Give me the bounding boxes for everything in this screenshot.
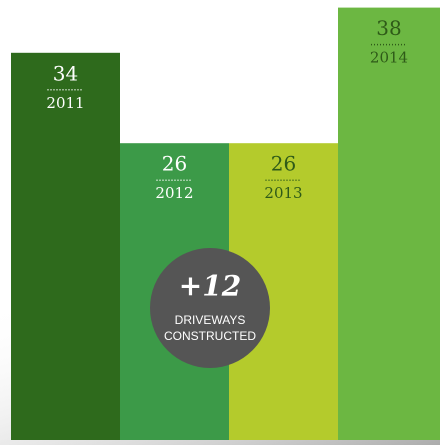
category-label: 2013 bbox=[264, 184, 302, 202]
badge-headline: +12 bbox=[179, 270, 241, 303]
badge-line: CONSTRUCTED bbox=[164, 329, 256, 343]
value-label: 38 bbox=[376, 16, 401, 40]
badge-line: DRIVEWAYS bbox=[175, 313, 246, 327]
bar bbox=[11, 52, 120, 441]
bar bbox=[338, 7, 440, 440]
badge: +12 DRIVEWAYS CONSTRUCTED bbox=[150, 248, 270, 368]
value-label: 26 bbox=[162, 152, 187, 176]
badge-circle bbox=[150, 248, 270, 368]
category-label: 2012 bbox=[155, 184, 193, 202]
bars: 34 2011 26 2012 26 2013 38 2014 bbox=[11, 7, 440, 441]
value-label: 26 bbox=[271, 152, 296, 176]
category-label: 2011 bbox=[46, 94, 84, 112]
value-label: 34 bbox=[53, 61, 78, 85]
category-label: 2014 bbox=[370, 49, 408, 67]
